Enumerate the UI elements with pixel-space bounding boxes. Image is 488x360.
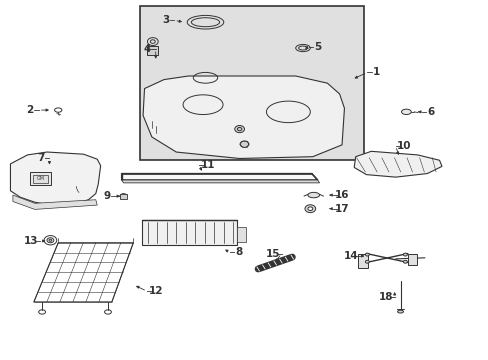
Ellipse shape [240, 141, 248, 147]
Bar [140, 6, 363, 160]
Text: 7: 7 [37, 153, 44, 163]
Polygon shape [353, 151, 441, 177]
Text: 17: 17 [334, 204, 348, 214]
Ellipse shape [365, 260, 368, 263]
Text: 6: 6 [427, 107, 433, 117]
Text: 8: 8 [235, 247, 242, 257]
Text: 18: 18 [378, 292, 392, 302]
Bar [357, 253, 367, 268]
Text: 9: 9 [103, 191, 110, 201]
Text: 1: 1 [372, 67, 379, 77]
Text: 15: 15 [265, 248, 280, 258]
Ellipse shape [403, 260, 407, 263]
Bar [142, 220, 237, 245]
Polygon shape [143, 76, 344, 158]
Text: 4: 4 [143, 44, 150, 54]
Text: 12: 12 [148, 286, 163, 296]
Text: GM: GM [37, 176, 44, 181]
Text: 5: 5 [313, 42, 321, 52]
Bar [147, 46, 158, 55]
Bar [33, 175, 48, 183]
Text: 16: 16 [334, 190, 348, 200]
Ellipse shape [298, 46, 307, 50]
Ellipse shape [191, 18, 219, 27]
Text: 11: 11 [200, 160, 215, 170]
Polygon shape [122, 180, 319, 183]
Text: 13: 13 [23, 236, 38, 246]
Ellipse shape [365, 253, 368, 256]
Ellipse shape [49, 239, 52, 241]
Ellipse shape [120, 194, 127, 199]
Text: 14: 14 [343, 251, 357, 261]
Text: 2: 2 [26, 105, 34, 115]
Ellipse shape [307, 192, 319, 198]
Ellipse shape [403, 253, 407, 256]
Ellipse shape [234, 126, 244, 133]
Polygon shape [13, 195, 97, 210]
Bar [30, 172, 51, 185]
Bar [237, 227, 245, 242]
Polygon shape [10, 152, 101, 206]
Text: 3: 3 [162, 15, 169, 26]
Ellipse shape [397, 310, 403, 313]
Ellipse shape [401, 109, 410, 114]
Polygon shape [122, 174, 317, 180]
Bar [120, 194, 127, 199]
Text: 10: 10 [396, 141, 411, 151]
Bar [407, 254, 416, 265]
Ellipse shape [307, 207, 312, 211]
Ellipse shape [305, 205, 315, 213]
